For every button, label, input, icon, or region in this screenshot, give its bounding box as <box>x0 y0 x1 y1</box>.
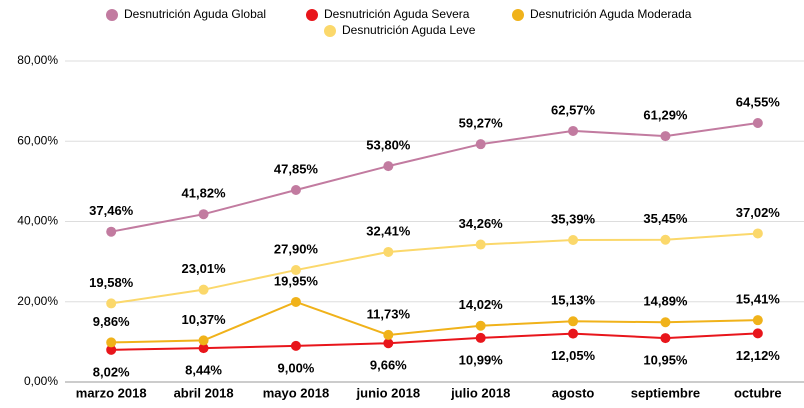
data-point <box>290 265 301 276</box>
data-label: 35,45% <box>643 211 688 226</box>
legend-label: Desnutrición Aguda Global <box>124 7 266 21</box>
y-tick-label: 40,00% <box>17 214 58 228</box>
data-point <box>568 125 579 136</box>
data-point <box>383 246 394 257</box>
data-point <box>198 343 209 354</box>
data-label: 37,46% <box>89 203 134 218</box>
data-label: 12,05% <box>551 348 596 363</box>
data-label: 10,37% <box>182 312 227 327</box>
series-line <box>111 122 758 233</box>
data-point <box>752 228 763 239</box>
data-point <box>660 333 671 344</box>
data-label: 8,44% <box>185 363 222 378</box>
data-point <box>752 315 763 326</box>
data-label: 15,41% <box>736 292 781 307</box>
data-label: 34,26% <box>459 216 504 231</box>
x-tick-label: marzo 2018 <box>76 385 147 400</box>
legend-label: Desnutrición Aguda Leve <box>342 23 476 37</box>
data-point <box>290 296 301 307</box>
x-tick-label: mayo 2018 <box>263 385 330 400</box>
data-point <box>475 320 486 331</box>
y-tick-label: 20,00% <box>17 294 58 308</box>
data-label: 47,85% <box>274 161 319 176</box>
data-label: 9,66% <box>370 358 407 373</box>
data-label: 10,95% <box>643 353 688 368</box>
x-tick-label: agosto <box>552 385 595 400</box>
data-label: 9,86% <box>93 314 130 329</box>
y-tick-label: 60,00% <box>17 133 58 147</box>
data-point <box>198 284 209 295</box>
data-point <box>660 131 671 142</box>
data-label: 14,02% <box>459 297 504 312</box>
data-label: 23,01% <box>182 261 227 276</box>
data-label: 62,57% <box>551 102 596 117</box>
data-point <box>106 226 117 237</box>
data-point <box>568 328 579 339</box>
data-label: 41,82% <box>182 186 227 201</box>
series-line <box>111 300 758 344</box>
data-label: 59,27% <box>459 116 504 131</box>
series-line <box>111 332 758 351</box>
data-point <box>660 234 671 245</box>
data-label: 11,73% <box>367 306 411 321</box>
y-tick-label: 80,00% <box>17 53 58 67</box>
x-tick-label: julio 2018 <box>450 385 510 400</box>
data-point <box>752 117 763 128</box>
y-tick-label: 0,00% <box>24 374 58 388</box>
data-point <box>198 209 209 220</box>
data-label: 64,55% <box>736 94 781 109</box>
legend-swatch <box>106 9 118 21</box>
data-point <box>383 329 394 340</box>
data-label: 14,89% <box>643 294 688 309</box>
legend-label: Desnutrición Aguda Moderada <box>530 7 692 21</box>
legend-swatch <box>324 25 336 37</box>
data-label: 35,39% <box>551 211 596 226</box>
data-point <box>752 328 763 339</box>
data-point <box>106 344 117 355</box>
data-point <box>198 335 209 346</box>
data-point <box>106 298 117 309</box>
x-tick-label: junio 2018 <box>356 385 421 400</box>
x-tick-label: abril 2018 <box>174 385 234 400</box>
data-label: 19,95% <box>274 273 319 288</box>
data-label: 10,99% <box>459 352 504 367</box>
data-point <box>568 234 579 245</box>
data-label: 32,41% <box>366 223 411 238</box>
data-label: 37,02% <box>736 205 781 220</box>
data-label: 19,58% <box>89 275 134 290</box>
data-point <box>660 317 671 328</box>
data-point <box>383 161 394 172</box>
data-label: 27,90% <box>274 241 319 256</box>
legend-swatch <box>306 9 318 21</box>
series-line <box>111 232 758 305</box>
data-point <box>383 338 394 349</box>
x-tick-label: octubre <box>734 385 782 400</box>
data-label: 15,13% <box>551 293 596 308</box>
data-point <box>290 185 301 196</box>
data-point <box>290 340 301 351</box>
data-label: 53,80% <box>366 138 411 153</box>
data-point <box>568 316 579 327</box>
data-label: 8,02% <box>93 364 130 379</box>
data-label: 9,00% <box>278 360 315 375</box>
data-point <box>475 332 486 343</box>
data-point <box>475 139 486 150</box>
legend-swatch <box>512 9 524 21</box>
data-label: 61,29% <box>643 108 688 123</box>
data-point <box>475 239 486 250</box>
data-label: 12,12% <box>736 348 781 363</box>
data-point <box>106 337 117 348</box>
legend-label: Desnutrición Aguda Severa <box>324 7 470 21</box>
x-tick-label: septiembre <box>631 385 700 400</box>
